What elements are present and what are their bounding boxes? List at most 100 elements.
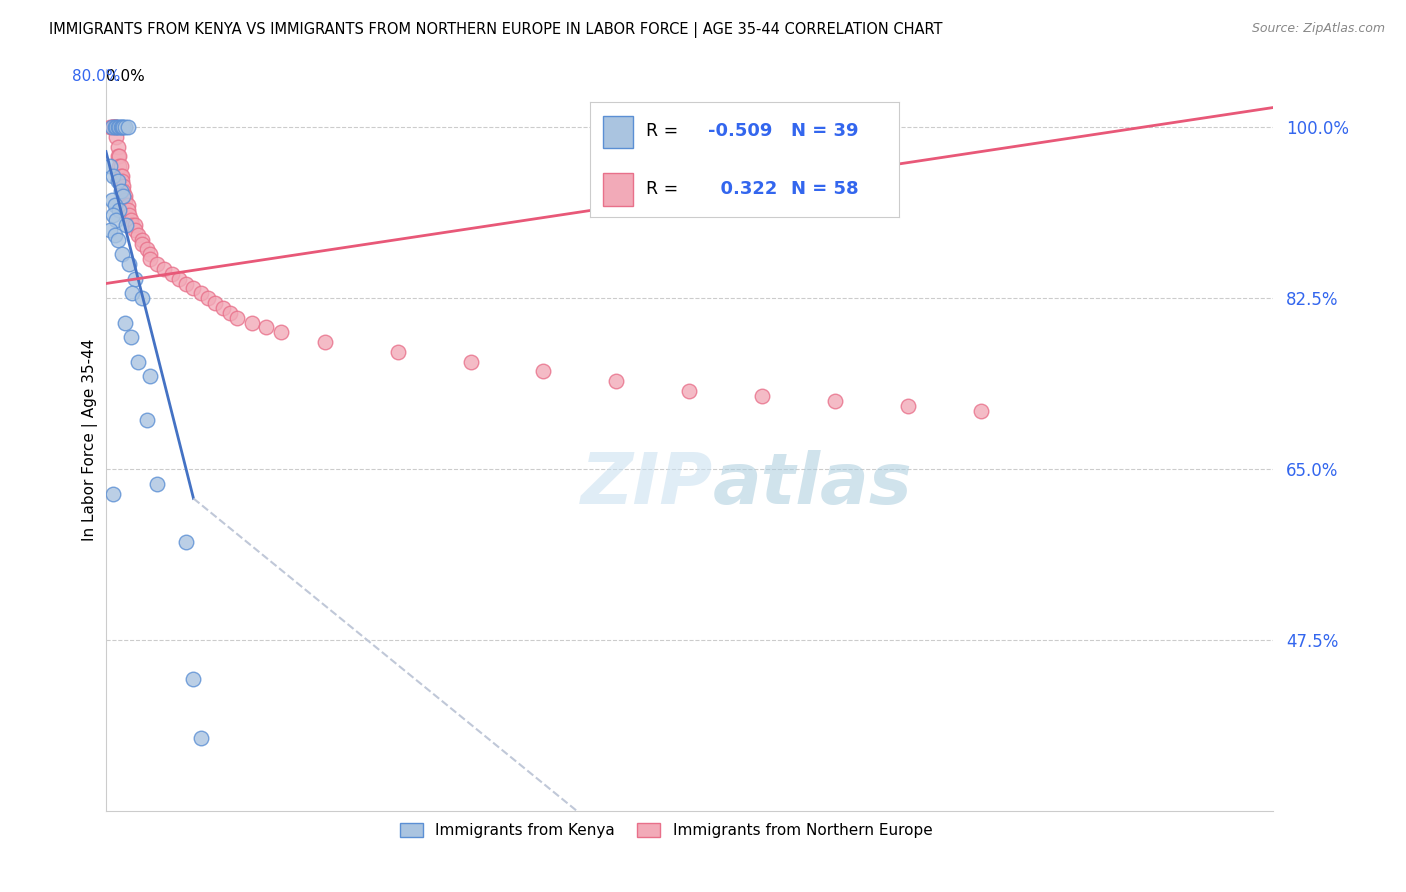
Text: ZIP: ZIP bbox=[581, 450, 713, 519]
Point bbox=[104, 227, 127, 242]
Point bbox=[111, 174, 134, 188]
Point bbox=[605, 374, 627, 388]
Point bbox=[139, 369, 162, 384]
Text: IMMIGRANTS FROM KENYA VS IMMIGRANTS FROM NORTHERN EUROPE IN LABOR FORCE | AGE 35: IMMIGRANTS FROM KENYA VS IMMIGRANTS FROM… bbox=[49, 22, 942, 38]
Point bbox=[107, 139, 129, 153]
Point bbox=[174, 535, 197, 549]
Point bbox=[107, 120, 129, 135]
Point bbox=[120, 213, 142, 227]
Point bbox=[139, 247, 162, 261]
Point bbox=[103, 120, 125, 135]
Point bbox=[167, 271, 190, 285]
Point bbox=[240, 316, 263, 330]
Point bbox=[197, 291, 219, 305]
Point bbox=[112, 184, 135, 198]
Point bbox=[226, 310, 249, 325]
Point bbox=[104, 198, 127, 212]
Point bbox=[111, 120, 134, 135]
Point bbox=[111, 247, 134, 261]
Point bbox=[98, 223, 121, 237]
Point bbox=[121, 218, 143, 232]
Point bbox=[135, 242, 157, 256]
Point bbox=[105, 120, 128, 135]
Point bbox=[127, 227, 149, 242]
Point bbox=[107, 174, 129, 188]
Point bbox=[104, 120, 127, 135]
Point bbox=[460, 354, 482, 368]
Point bbox=[101, 120, 124, 135]
Point bbox=[104, 120, 127, 135]
Point bbox=[105, 130, 128, 145]
Point bbox=[824, 393, 846, 408]
Point bbox=[160, 267, 183, 281]
Point bbox=[108, 203, 131, 218]
Point bbox=[114, 120, 136, 135]
Point bbox=[270, 326, 292, 340]
Y-axis label: In Labor Force | Age 35-44: In Labor Force | Age 35-44 bbox=[82, 339, 97, 541]
Point bbox=[110, 169, 132, 183]
Point bbox=[105, 120, 128, 135]
Point bbox=[204, 296, 226, 310]
Text: 80.0%: 80.0% bbox=[72, 69, 121, 84]
Point bbox=[117, 120, 139, 135]
Point bbox=[118, 257, 141, 271]
Point bbox=[111, 169, 134, 183]
Point bbox=[387, 345, 409, 359]
Point bbox=[110, 120, 132, 135]
Point bbox=[131, 233, 153, 247]
Point bbox=[114, 316, 136, 330]
Point bbox=[105, 213, 128, 227]
Point bbox=[117, 203, 139, 218]
Point bbox=[219, 306, 242, 320]
Point bbox=[533, 364, 555, 378]
Point bbox=[190, 731, 212, 745]
Point bbox=[678, 384, 700, 398]
Point bbox=[183, 281, 205, 295]
Point bbox=[101, 194, 124, 208]
Point bbox=[124, 271, 146, 285]
Point bbox=[211, 301, 233, 315]
Point bbox=[103, 169, 125, 183]
Text: Source: ZipAtlas.com: Source: ZipAtlas.com bbox=[1251, 22, 1385, 36]
Point bbox=[114, 188, 136, 202]
Point bbox=[146, 257, 169, 271]
Text: 0.0%: 0.0% bbox=[105, 69, 145, 84]
Point bbox=[98, 159, 121, 173]
Point bbox=[120, 330, 142, 344]
Point bbox=[751, 389, 773, 403]
Point bbox=[112, 178, 135, 193]
Point bbox=[114, 194, 136, 208]
Point bbox=[254, 320, 277, 334]
Point bbox=[314, 335, 336, 350]
Point bbox=[108, 149, 131, 163]
Point bbox=[115, 218, 138, 232]
Point bbox=[183, 673, 205, 687]
Point bbox=[131, 237, 153, 252]
Point bbox=[98, 120, 121, 135]
Point bbox=[121, 286, 143, 301]
Point bbox=[107, 149, 129, 163]
Point bbox=[124, 218, 146, 232]
Point bbox=[104, 120, 127, 135]
Point bbox=[127, 354, 149, 368]
Point bbox=[103, 486, 125, 500]
Point bbox=[107, 233, 129, 247]
Point bbox=[174, 277, 197, 291]
Point bbox=[110, 159, 132, 173]
Point bbox=[146, 476, 169, 491]
Legend: Immigrants from Kenya, Immigrants from Northern Europe: Immigrants from Kenya, Immigrants from N… bbox=[394, 817, 938, 845]
Point bbox=[101, 120, 124, 135]
Point bbox=[117, 198, 139, 212]
Point bbox=[108, 120, 131, 135]
Text: atlas: atlas bbox=[713, 450, 912, 519]
Point bbox=[103, 120, 125, 135]
Point bbox=[190, 286, 212, 301]
Point bbox=[135, 413, 157, 427]
Point bbox=[112, 188, 135, 202]
Point bbox=[108, 159, 131, 173]
Point bbox=[110, 184, 132, 198]
Point bbox=[118, 208, 141, 222]
Point bbox=[970, 403, 993, 417]
Point bbox=[131, 291, 153, 305]
Point bbox=[112, 120, 135, 135]
